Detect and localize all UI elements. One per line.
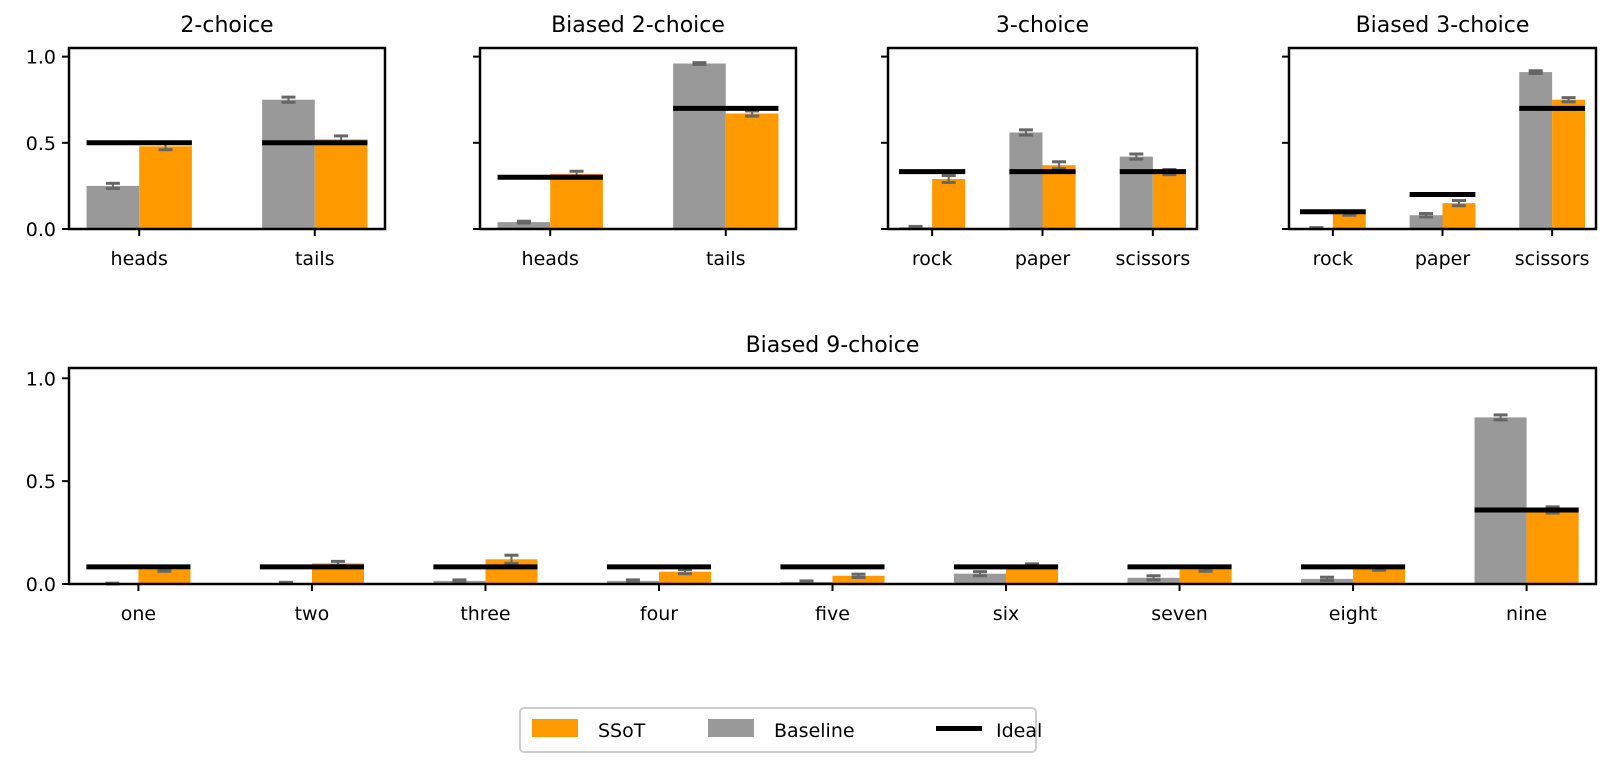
bar-ssot-paper xyxy=(1442,203,1476,229)
x-tick-label: eight xyxy=(1329,603,1378,625)
x-tick-label: paper xyxy=(1415,248,1470,270)
bar-baseline-nine xyxy=(1474,417,1527,584)
panel-title: 2-choice xyxy=(180,13,273,38)
bar-baseline-six xyxy=(953,573,1007,584)
bar-ssot-scissors xyxy=(1152,172,1186,229)
legend-swatch-baseline xyxy=(708,719,754,737)
bar-ssot-heads xyxy=(139,146,192,229)
panel-1: heads tails Biased 2-choice xyxy=(473,13,798,270)
bar-baseline-scissors xyxy=(1119,156,1153,229)
bar-ssot-scissors xyxy=(1552,99,1586,229)
x-tick-label: heads xyxy=(111,248,168,270)
x-tick-label: rock xyxy=(912,248,952,270)
bar-ssot-heads xyxy=(550,173,603,229)
y-tick-label: 0.5 xyxy=(26,471,56,493)
legend: SSoT Baseline Ideal xyxy=(519,707,1042,753)
y-tick-label: 1.0 xyxy=(26,47,56,69)
legend-swatch-ssot xyxy=(532,719,578,737)
panel-4: one two three four five six seven eight nine 0.0 0… xyxy=(26,333,1598,625)
panel-title: Biased 2-choice xyxy=(551,13,725,38)
axes-frame xyxy=(886,46,1199,231)
bar-baseline-paper xyxy=(1409,215,1443,229)
bar-baseline-tails xyxy=(262,99,315,229)
panel-2: rock paper scissors 3-choice xyxy=(881,13,1199,270)
bar-ssot-rock xyxy=(1332,213,1366,229)
x-tick-label: five xyxy=(815,603,850,625)
panel-title: Biased 9-choice xyxy=(746,333,920,358)
x-tick-label: scissors xyxy=(1115,248,1190,270)
legend-label-ideal: Ideal xyxy=(996,720,1042,742)
x-tick-label: two xyxy=(295,603,330,625)
panel-title: 3-choice xyxy=(996,13,1089,38)
x-tick-label: four xyxy=(640,603,678,625)
legend-label-baseline: Baseline xyxy=(774,720,855,742)
bar-ssot-seven xyxy=(1179,569,1232,584)
axes-frame xyxy=(1287,46,1598,231)
bar-baseline-heads xyxy=(86,185,140,229)
x-tick-label: heads xyxy=(522,248,579,270)
bar-ssot-paper xyxy=(1042,165,1076,229)
x-tick-label: nine xyxy=(1506,603,1547,625)
y-tick-label: 0.0 xyxy=(26,219,56,241)
x-tick-label: paper xyxy=(1015,248,1070,270)
bar-ssot-nine xyxy=(1526,509,1579,584)
panel-3: rock paper scissors Biased 3-choice xyxy=(1282,13,1598,270)
axes-frame xyxy=(67,366,1598,586)
bar-ssot-tails xyxy=(725,113,779,229)
bar-baseline-scissors xyxy=(1519,72,1553,229)
x-tick-label: three xyxy=(460,603,510,625)
bar-ssot-six xyxy=(1006,565,1059,584)
bar-ssot-five xyxy=(832,575,885,584)
axes-frame xyxy=(478,46,798,231)
x-tick-label: six xyxy=(993,603,1019,625)
bar-ssot-one xyxy=(138,569,191,584)
bar-ssot-eight xyxy=(1353,568,1406,584)
legend-frame xyxy=(519,707,1037,753)
bar-baseline-heads xyxy=(497,222,551,229)
axes-frame xyxy=(67,46,387,231)
panel-title: Biased 3-choice xyxy=(1356,13,1530,38)
x-tick-label: tails xyxy=(706,248,746,270)
y-tick-label: 0.5 xyxy=(26,133,56,155)
bar-ssot-four xyxy=(658,571,712,584)
y-tick-label: 0.0 xyxy=(26,574,56,596)
bar-baseline-paper xyxy=(1009,132,1043,229)
legend-swatch-ideal xyxy=(936,726,982,731)
bar-baseline-tails xyxy=(673,63,726,230)
x-tick-label: one xyxy=(121,603,156,625)
x-tick-label: seven xyxy=(1151,603,1208,625)
x-tick-label: tails xyxy=(295,248,335,270)
y-tick-label: 1.0 xyxy=(26,368,56,390)
bar-ssot-rock xyxy=(932,179,966,229)
x-tick-label: rock xyxy=(1313,248,1353,270)
x-tick-label: scissors xyxy=(1515,248,1590,270)
legend-label-ssot: SSoT xyxy=(598,720,646,742)
panel-0: heads tails 0.0 0.5 1.0 2-choice xyxy=(26,13,387,270)
bar-ssot-tails xyxy=(314,139,368,229)
